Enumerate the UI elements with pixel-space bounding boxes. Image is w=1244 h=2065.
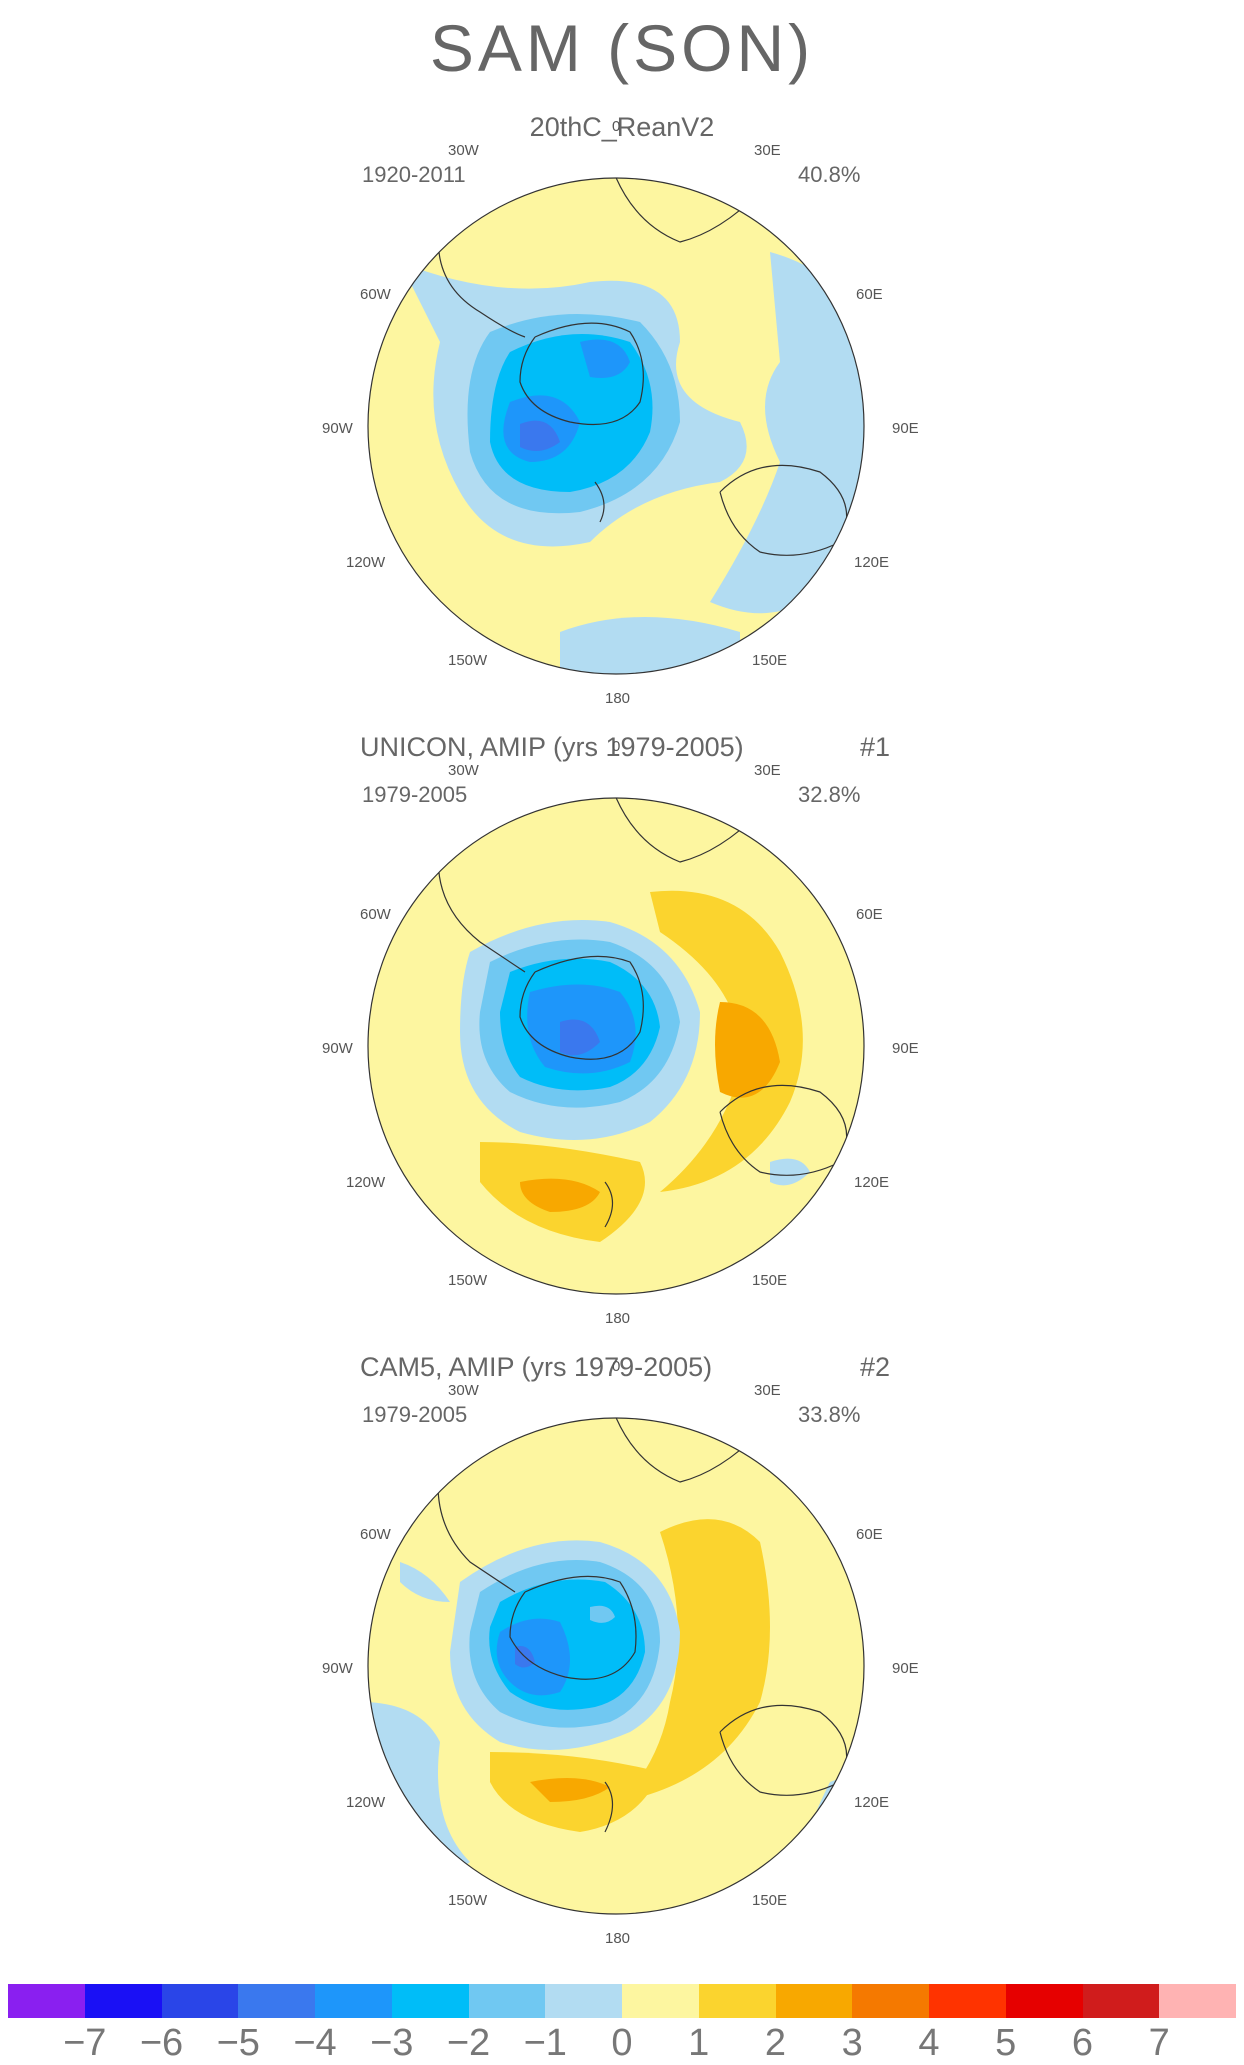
colorbar-tick-label: −7: [63, 2022, 107, 2064]
colorbar-box: [1005, 1984, 1083, 2018]
lon-label-120e: 120E: [854, 1794, 890, 1811]
lon-label-150w: 150W: [448, 652, 488, 669]
colorbar-tick-label: 3: [841, 2022, 863, 2064]
colorbar-tick-label: −3: [370, 2022, 414, 2064]
colorbar-tick-label: −5: [216, 2022, 260, 2064]
panel-number: #2: [859, 1352, 890, 1382]
colorbar-box: [775, 1984, 853, 2018]
lon-label-150w: 150W: [448, 1272, 488, 1289]
lon-label-180: 180: [605, 1310, 631, 1327]
panel-title: CAM5, AMIP (yrs 1979-2005) #2: [360, 1352, 890, 1383]
colorbar-box: [391, 1984, 469, 2018]
variance-percent: 40.8%: [798, 162, 861, 187]
colorbar-tick-label: −4: [293, 2022, 337, 2064]
colorbar-box: [929, 1984, 1006, 2018]
period-label: 1979-2005: [362, 782, 468, 807]
polar-map: [367, 177, 865, 675]
figure-title: SAM (SON): [429, 11, 815, 85]
lon-label-60e: 60E: [856, 906, 883, 923]
lon-label-30w: 30W: [448, 762, 479, 779]
variance-percent: 32.8%: [798, 782, 861, 807]
colorbar-box: [8, 1984, 85, 2018]
lon-label-150e: 150E: [752, 1892, 788, 1909]
colorbar: [8, 1984, 1236, 2018]
colorbar-box: [1082, 1984, 1160, 2018]
colorbar-box: [238, 1984, 315, 2018]
colorbar-box: [315, 1984, 392, 2018]
lon-label-90e: 90E: [892, 1040, 919, 1057]
lon-label-30w: 30W: [448, 1382, 479, 1399]
panel-cam5: CAM5, AMIP (yrs 1979-2005) #2 1979-2005 3…: [0, 1352, 1244, 1972]
colorbar-tick-label: 4: [918, 2022, 940, 2064]
lon-label-0: 0: [612, 738, 621, 755]
panel-unicon: UNICON, AMIP (yrs 1979-2005) #1 1979-2005…: [0, 732, 1244, 1352]
colorbar-ticks: −7 −6 −5 −4 −3 −2 −1 0 1 2 3 4 5 6 7: [0, 2022, 1244, 2064]
lon-label-30e: 30E: [754, 1382, 781, 1399]
colorbar-box: [852, 1984, 929, 2018]
lon-label-60w: 60W: [360, 906, 391, 923]
colorbar-tick-label: 6: [1071, 2022, 1094, 2064]
period-label: 1979-2005: [362, 1402, 468, 1427]
lon-label-90w: 90W: [322, 420, 353, 437]
panel-title-text: UNICON, AMIP (yrs 1979-2005): [360, 732, 744, 762]
polar-map: [367, 1417, 865, 1915]
colorbar-tick-label: −6: [139, 2022, 184, 2064]
lon-label-120w: 120W: [346, 1174, 386, 1191]
colorbar-tick-label: −2: [446, 2022, 491, 2064]
colorbar-box: [161, 1984, 239, 2018]
lon-label-90w: 90W: [322, 1660, 353, 1677]
lon-label-60e: 60E: [856, 1526, 883, 1543]
panel-title-text: 20thC_ReanV2: [529, 112, 715, 142]
lon-label-150w: 150W: [448, 1892, 488, 1909]
colorbar-box: [545, 1984, 622, 2018]
lon-label-30e: 30E: [754, 142, 781, 159]
lon-label-120w: 120W: [346, 1794, 386, 1811]
lon-label-0: 0: [612, 118, 621, 135]
lon-label-30w: 30W: [448, 142, 479, 159]
lon-label-60e: 60E: [856, 286, 883, 303]
lon-label-0: 0: [612, 1358, 621, 1375]
colorbar-tick-label: 5: [995, 2022, 1017, 2064]
polar-map: [367, 797, 865, 1295]
lon-label-90e: 90E: [892, 420, 919, 437]
lon-label-30e: 30E: [754, 762, 781, 779]
lon-label-150e: 150E: [752, 652, 788, 669]
lon-label-180: 180: [605, 690, 631, 707]
lon-label-60w: 60W: [360, 286, 391, 303]
lon-label-150e: 150E: [752, 1272, 788, 1289]
lon-label-60w: 60W: [360, 1526, 391, 1543]
colorbar-box: [1159, 1984, 1236, 2018]
panel-number: #1: [859, 732, 890, 762]
colorbar-tick-label: 2: [764, 2022, 787, 2064]
colorbar-box: [698, 1984, 776, 2018]
panel-title-text: CAM5, AMIP (yrs 1979-2005): [360, 1352, 713, 1382]
variance-percent: 33.8%: [798, 1402, 861, 1427]
colorbar-tick-label: 1: [688, 2022, 710, 2064]
lon-label-120w: 120W: [346, 554, 386, 571]
panel-reanalysis: 20thC_ReanV2 1920-2011 40.8% 0 30W 30E 6…: [0, 112, 1244, 732]
colorbar-tick-label: 0: [611, 2022, 633, 2064]
colorbar-box: [468, 1984, 546, 2018]
lon-label-120e: 120E: [854, 1174, 890, 1191]
colorbar-tick-label: 7: [1148, 2022, 1170, 2064]
colorbar-box: [622, 1984, 699, 2018]
colorbar-box: [84, 1984, 162, 2018]
lon-label-90e: 90E: [892, 1660, 919, 1677]
lon-label-180: 180: [605, 1930, 631, 1947]
colorbar-tick-label: −1: [523, 2022, 567, 2064]
panel-title: 20thC_ReanV2: [0, 112, 1244, 143]
panel-title: UNICON, AMIP (yrs 1979-2005) #1: [360, 732, 890, 763]
period-label: 1920-2011: [362, 162, 466, 187]
lon-label-90w: 90W: [322, 1040, 353, 1057]
lon-label-120e: 120E: [854, 554, 890, 571]
